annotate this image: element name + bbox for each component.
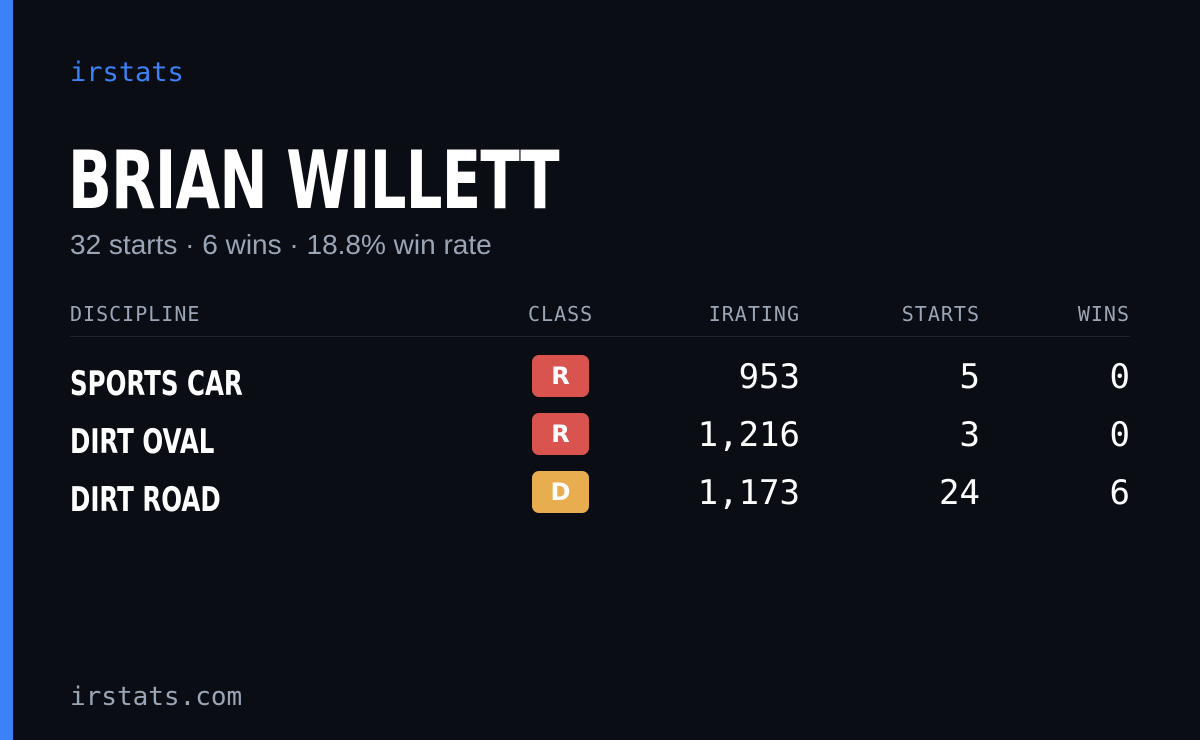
table-row: SPORTS CAR R 953 5 0 [70,353,1130,411]
row-wins: 0 [1109,415,1130,455]
accent-bar [0,0,13,740]
table-header: DISCIPLINE CLASS IRATING STARTS WINS [70,296,1130,337]
brand-logo-text: irstats [70,57,184,88]
header-starts: STARTS [901,302,980,326]
table-body: SPORTS CAR R 953 5 0 DIRT OVAL R 1,216 3… [70,353,1130,527]
row-irating: 1,173 [697,473,800,513]
header-irating: IRATING [708,302,800,326]
row-discipline: DIRT ROAD [70,480,221,520]
row-starts: 3 [959,415,980,455]
row-irating: 1,216 [697,415,800,455]
header-wins: WINS [1077,302,1130,326]
row-wins: 6 [1109,473,1130,513]
driver-name: BRIAN WILLETT [68,134,560,227]
row-discipline: DIRT OVAL [70,422,215,462]
row-wins: 0 [1109,357,1130,397]
row-starts: 24 [939,473,980,513]
class-badge: D [532,471,589,513]
header-discipline: DISCIPLINE [70,302,201,326]
table-row: DIRT ROAD D 1,173 24 6 [70,469,1130,527]
row-starts: 5 [959,357,980,397]
class-badge: R [532,413,589,455]
class-badge: R [532,355,589,397]
row-irating: 953 [738,357,800,397]
row-discipline: SPORTS CAR [70,364,243,404]
stats-table: DISCIPLINE CLASS IRATING STARTS WINS SPO… [70,296,1130,520]
driver-summary: 32 starts · 6 wins · 18.8% win rate [70,229,492,260]
header-class: CLASS [528,302,594,326]
footer-domain: irstats.com [70,682,243,712]
table-row: DIRT OVAL R 1,216 3 0 [70,411,1130,469]
